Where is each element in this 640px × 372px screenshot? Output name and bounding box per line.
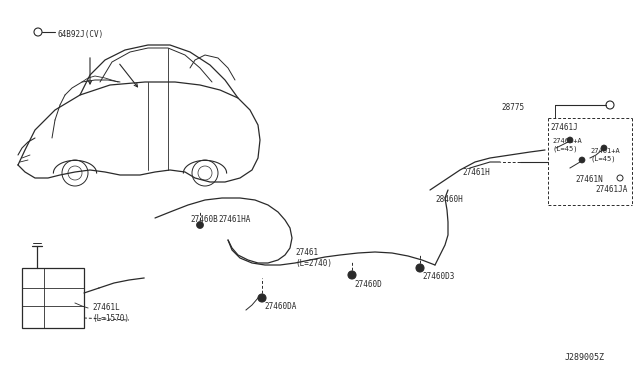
Text: 27461L
(L=1570): 27461L (L=1570) xyxy=(92,303,129,323)
Text: 27461J: 27461J xyxy=(550,123,578,132)
Circle shape xyxy=(348,271,356,279)
Text: 64B92J(CV): 64B92J(CV) xyxy=(57,31,103,39)
Text: 27460B: 27460B xyxy=(190,215,218,224)
Text: 28775: 28775 xyxy=(502,103,525,112)
Text: 27461
(L=2740): 27461 (L=2740) xyxy=(295,248,332,268)
Text: 27460DA: 27460DA xyxy=(264,302,296,311)
Circle shape xyxy=(567,137,573,143)
Text: 27461JA: 27461JA xyxy=(595,185,627,194)
Bar xyxy=(22,268,84,328)
Circle shape xyxy=(601,145,607,151)
Circle shape xyxy=(196,221,204,228)
Text: 27460D: 27460D xyxy=(354,280,381,289)
Circle shape xyxy=(579,157,585,163)
Text: J289005Z: J289005Z xyxy=(565,353,605,362)
Text: 28460H: 28460H xyxy=(435,195,463,204)
Circle shape xyxy=(416,264,424,272)
Text: 27461+A
(L=45): 27461+A (L=45) xyxy=(590,148,620,162)
Circle shape xyxy=(258,294,266,302)
Text: 27460D3: 27460D3 xyxy=(422,272,454,281)
Text: 27461+A
(L=45): 27461+A (L=45) xyxy=(552,138,582,152)
Text: 27461N: 27461N xyxy=(575,175,603,184)
Text: 27461HA: 27461HA xyxy=(218,215,250,224)
Text: 27461H: 27461H xyxy=(462,168,490,177)
